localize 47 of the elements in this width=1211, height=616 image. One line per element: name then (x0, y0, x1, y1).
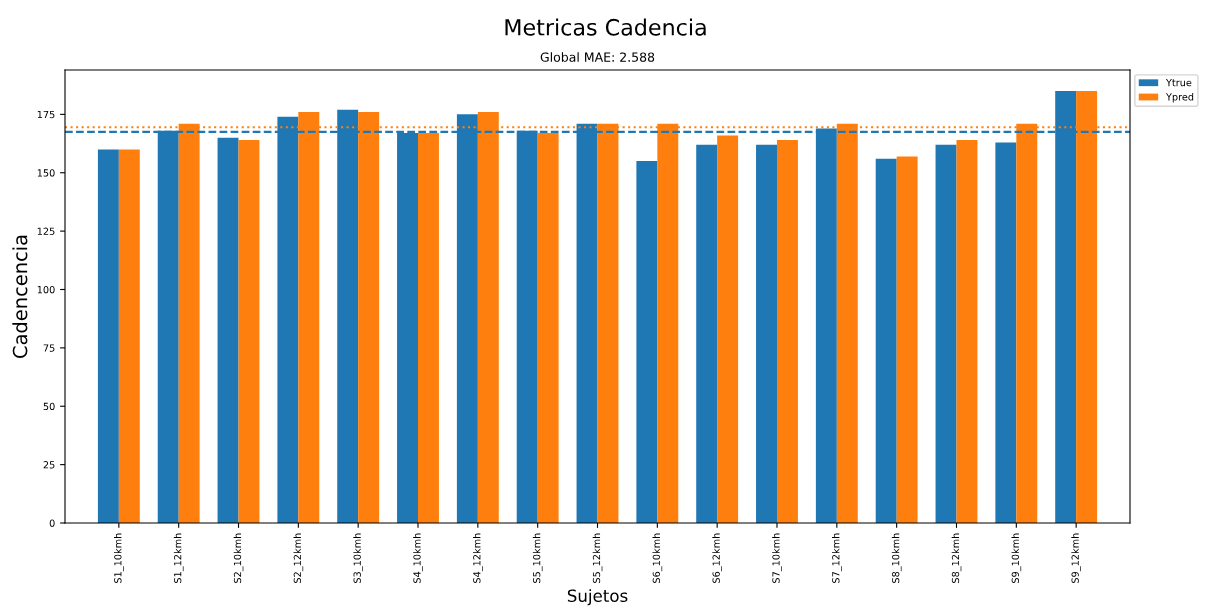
x-axis-title: Sujetos (567, 589, 628, 606)
bar (118, 149, 140, 523)
bar (217, 137, 239, 523)
bar (636, 161, 658, 523)
x-tick-label: S6_12kmh (712, 533, 722, 583)
bar (756, 144, 777, 523)
x-tick-label: S7_10kmh (772, 533, 782, 583)
bar (418, 133, 439, 523)
y-tick-label: 100 (37, 285, 55, 294)
y-tick-label: 125 (37, 227, 55, 235)
y-tick-label: 0 (49, 519, 55, 527)
bar (717, 135, 739, 523)
x-tick-label: S9_10kmh (1011, 533, 1022, 583)
bar (935, 144, 957, 523)
x-tick-label: S1_10kmh (114, 533, 124, 583)
bar (537, 133, 559, 523)
bar (696, 144, 718, 523)
bar (238, 140, 260, 523)
y-tick-label: 25 (43, 461, 55, 469)
bar (896, 156, 918, 523)
bar (995, 142, 1017, 523)
y-tick-label: 175 (37, 110, 55, 119)
y-axis-title: Cadencencia (12, 235, 28, 358)
bar (875, 158, 897, 523)
x-tick-label: S2_12kmh (293, 533, 304, 583)
y-tick-label: 50 (43, 402, 55, 411)
legend-label: Ypred (1165, 93, 1194, 103)
bar (97, 149, 119, 523)
x-tick-label: S4_10kmh (413, 533, 423, 583)
x-tick-label: S8_10kmh (891, 533, 902, 583)
x-tick-label: S2_10kmh (233, 533, 244, 583)
x-tick-label: S7_12kmh (831, 533, 842, 583)
legend-label: Ytrue (1165, 79, 1192, 87)
x-tick-label: S3_10kmh (353, 533, 364, 583)
x-tick-label: S9_12kmh (1071, 533, 1081, 583)
x-tick-label: S4_12kmh (473, 533, 483, 583)
bar (776, 140, 798, 523)
y-tick-label: 75 (43, 344, 55, 352)
chart-subtitle: Global MAE: 2.588 (540, 52, 655, 62)
x-tick-label: S1_12kmh (173, 533, 184, 583)
bar (956, 140, 978, 523)
x-tick-label: S5_12kmh (592, 533, 603, 583)
x-tick-label: S6_10kmh (652, 533, 663, 583)
x-tick-label: S5_10kmh (532, 533, 543, 583)
y-tick-label: 150 (37, 169, 55, 177)
chart-title: Metricas Cadencia (505, 18, 706, 36)
x-tick-label: S8_12kmh (951, 533, 962, 583)
